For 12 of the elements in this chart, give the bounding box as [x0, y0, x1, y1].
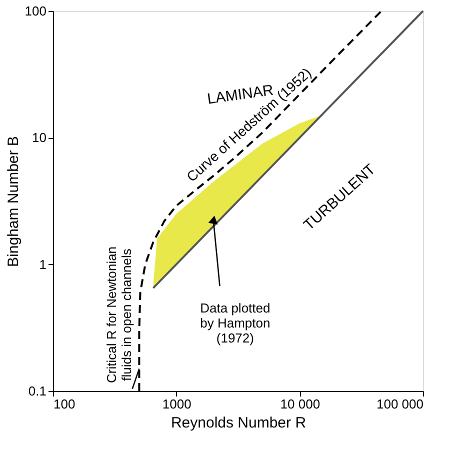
x-tick-label: 100	[54, 396, 76, 412]
y-tick-label: 0.1	[28, 384, 46, 398]
annotation: Data plotted by Hampton (1972)	[200, 300, 270, 346]
y-tick-label: 1	[39, 256, 46, 272]
y-tick-label: 10	[32, 130, 46, 146]
y-axis-title: Bingham Number B	[4, 136, 22, 267]
x-axis-title: Reynolds Number R	[170, 414, 306, 432]
x-tick-label: 100 000	[376, 396, 424, 412]
x-tick-label: 10 000	[280, 396, 320, 412]
annotation: Critical R for Newtonian fluids in open channels	[104, 246, 134, 384]
y-tick-label: 100	[24, 4, 46, 18]
x-tick-label: 1000	[162, 396, 192, 412]
